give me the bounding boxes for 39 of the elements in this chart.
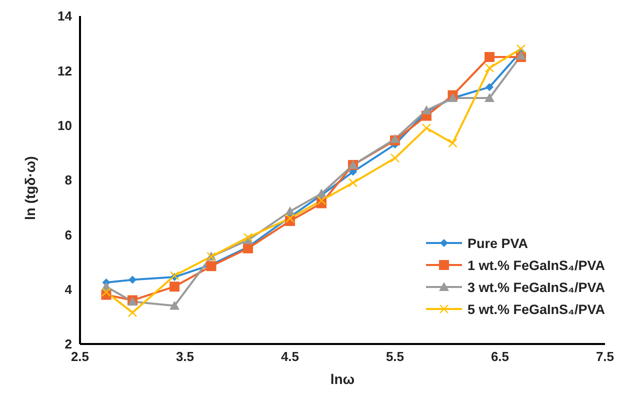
point bbox=[390, 154, 400, 163]
legend-label: 1 wt.% FeGaInS₄/PVA bbox=[468, 258, 605, 272]
point bbox=[128, 308, 138, 318]
legend-label: Pure PVA bbox=[468, 236, 528, 250]
x-axis-title: lnω bbox=[330, 371, 355, 387]
point bbox=[102, 287, 111, 297]
x-tick-label: 3.5 bbox=[176, 349, 194, 364]
x-tick-label: 6.5 bbox=[490, 349, 510, 364]
point bbox=[484, 63, 494, 73]
point bbox=[170, 282, 180, 292]
y-tick-label: 12 bbox=[58, 63, 72, 78]
point bbox=[243, 232, 253, 242]
y-tick-label: 14 bbox=[58, 8, 73, 24]
point bbox=[316, 196, 326, 206]
y-tick-label: 2 bbox=[64, 336, 72, 352]
point bbox=[170, 300, 180, 310]
point bbox=[206, 261, 216, 272]
point bbox=[422, 105, 432, 114]
x-tick-label: 7.5 bbox=[596, 349, 614, 364]
point bbox=[484, 52, 494, 62]
legend-label: 5 wt.% FeGaInS₄/PVA bbox=[468, 302, 605, 316]
point bbox=[243, 243, 253, 254]
y-axis-title: ln (tgδ·ω) bbox=[22, 156, 38, 220]
point bbox=[486, 83, 494, 92]
point bbox=[390, 134, 400, 143]
point bbox=[128, 276, 136, 284]
point bbox=[448, 138, 458, 148]
point bbox=[348, 178, 358, 188]
x-tick-label: 2.5 bbox=[70, 349, 90, 364]
point bbox=[516, 44, 526, 54]
legend-label: 3 wt.% FeGaInS₄/PVA bbox=[468, 280, 605, 294]
y-tick-label: 8 bbox=[64, 172, 72, 188]
point bbox=[484, 93, 494, 102]
point bbox=[422, 123, 432, 133]
x-tick-label: 4.5 bbox=[280, 349, 300, 364]
y-tick-label: 10 bbox=[58, 118, 72, 133]
x-tick-label: 5.5 bbox=[386, 349, 404, 364]
y-tick-label: 4 bbox=[64, 282, 73, 297]
y-tick-label: 6 bbox=[64, 227, 72, 242]
